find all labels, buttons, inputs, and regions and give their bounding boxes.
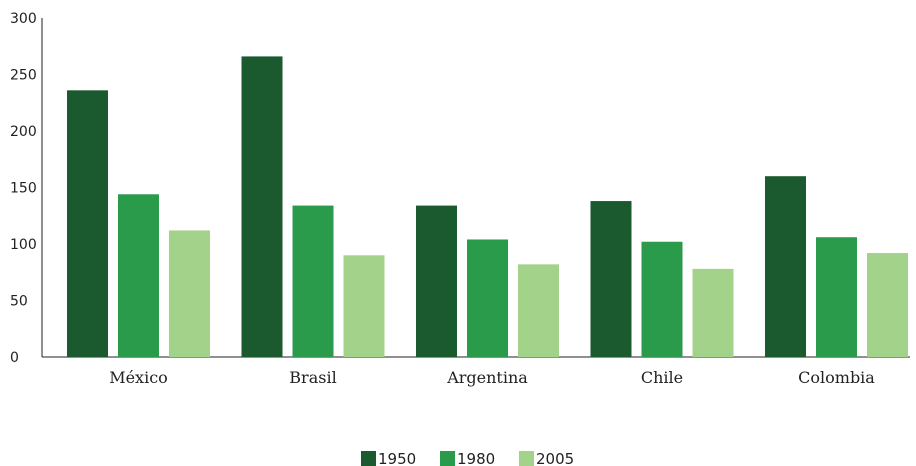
x-tick-label: Argentina: [446, 368, 528, 387]
bar: [241, 56, 283, 358]
legend: 1950 1980 2005: [361, 450, 574, 466]
bar: [343, 255, 385, 357]
bar-group: [416, 205, 559, 357]
bar: [590, 201, 632, 357]
bar: [467, 239, 508, 357]
bar-group: [590, 201, 734, 357]
legend-label: 1980: [457, 450, 495, 466]
y-tick-label: 50: [10, 294, 28, 310]
legend-item: 2005: [519, 450, 574, 466]
legend-swatch: [440, 451, 455, 466]
y-tick-label: 150: [10, 181, 37, 197]
legend-item: 1950: [361, 450, 416, 466]
y-tick-label: 200: [10, 124, 37, 140]
y-tick-label: 250: [10, 68, 37, 84]
x-tick-label: Brasil: [289, 368, 336, 387]
bar-group: [765, 176, 908, 357]
bar-group: [67, 90, 210, 357]
bar: [816, 237, 857, 357]
legend-item: 1980: [440, 450, 495, 466]
bar: [118, 194, 159, 357]
bar: [867, 253, 908, 357]
x-axis: México Brasil Argentina Chile Colombia: [42, 356, 910, 387]
bar: [641, 241, 683, 357]
bar: [169, 230, 210, 357]
bar: [765, 176, 806, 357]
x-tick-label: México: [109, 368, 168, 387]
y-tick-label: 100: [10, 237, 37, 253]
bars: [67, 56, 908, 358]
bar: [416, 205, 457, 357]
y-tick-label: 0: [10, 350, 19, 366]
x-tick-label: Colombia: [798, 368, 875, 387]
bar: [67, 90, 108, 357]
y-axis: 0 50 100 150 200 250 300: [10, 11, 43, 366]
bar: [518, 264, 559, 357]
bar-group: [241, 56, 385, 358]
legend-swatch: [361, 451, 376, 466]
legend-label: 2005: [536, 450, 574, 466]
bar: [292, 205, 334, 357]
y-tick-label: 300: [10, 11, 37, 27]
x-tick-label: Chile: [641, 368, 683, 387]
legend-swatch: [519, 451, 534, 466]
legend-label: 1950: [378, 450, 416, 466]
bar: [692, 268, 734, 357]
